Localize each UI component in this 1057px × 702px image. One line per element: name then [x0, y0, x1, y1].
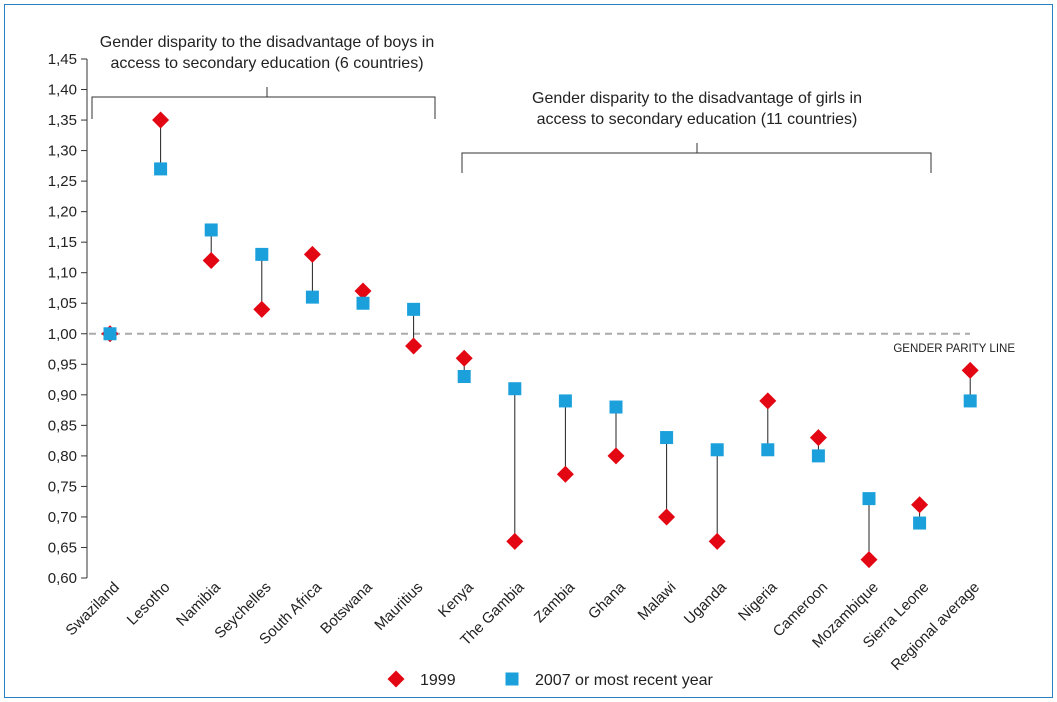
marker-2007 — [508, 382, 522, 396]
marker-2007 — [407, 302, 421, 316]
y-tick-label: 1,15 — [48, 234, 77, 251]
marker-1999 — [961, 361, 979, 379]
marker-2007 — [255, 247, 269, 261]
marker-2007 — [154, 162, 168, 176]
x-tick-label: Malawi — [634, 579, 679, 624]
legend-swatch-1999 — [387, 670, 405, 688]
marker-1999 — [506, 532, 524, 550]
marker-2007 — [609, 400, 623, 414]
y-tick-label: 1,40 — [48, 82, 77, 99]
annotation-label: Gender disparity to the disadvantage of … — [532, 90, 862, 107]
y-tick-label: 1,05 — [48, 295, 77, 312]
legend-label-1999: 1999 — [420, 672, 456, 689]
y-tick-label: 0,80 — [48, 448, 77, 465]
marker-2007 — [913, 516, 927, 530]
marker-1999 — [708, 532, 726, 550]
y-tick-label: 0,60 — [48, 570, 77, 587]
x-tick-label: Lesotho — [124, 579, 174, 629]
marker-1999 — [911, 496, 929, 514]
marker-1999 — [202, 251, 220, 269]
marker-2007 — [761, 443, 775, 457]
marker-1999 — [405, 337, 423, 355]
x-tick-label: Kenya — [435, 578, 478, 621]
annotation-label: Gender disparity to the disadvantage of … — [100, 34, 434, 51]
marker-1999 — [759, 392, 777, 410]
x-tick-label: Namibia — [173, 578, 224, 629]
marker-2007 — [811, 449, 825, 463]
legend: 1999 2007 or most recent year — [387, 670, 714, 689]
y-tick-label: 1,10 — [48, 265, 77, 282]
marker-2007 — [204, 223, 218, 237]
y-tick-label: 0,65 — [48, 539, 77, 556]
y-tick-label: 1,30 — [48, 143, 77, 160]
annotation-label: access to secondary education (6 countri… — [110, 55, 423, 72]
marker-1999 — [607, 447, 625, 465]
y-tick-label: 1,45 — [48, 51, 77, 68]
marker-2007 — [103, 327, 117, 341]
annotation-bracket — [461, 152, 932, 173]
y-tick-label: 1,25 — [48, 173, 77, 190]
y-axis: 0,60 0,65 0,70 0,75 0,80 0,85 0,90 0,95 1,00 1,05… — [48, 51, 88, 587]
x-tick-label: Zambia — [531, 578, 579, 626]
marker-1999 — [303, 245, 321, 263]
marker-2007 — [457, 370, 471, 384]
x-tick-label: Uganda — [681, 578, 731, 628]
y-tick-label: 1,35 — [48, 112, 77, 129]
marker-group — [101, 111, 979, 569]
chart-frame: 0,60 0,65 0,70 0,75 0,80 0,85 0,90 0,95 1,00 1,05… — [4, 4, 1053, 698]
connector-group — [160, 120, 971, 560]
gender-parity-chart: 0,60 0,65 0,70 0,75 0,80 0,85 0,90 0,95 1,00 1,05… — [48, 34, 1016, 689]
x-tick-label: Ghana — [585, 578, 629, 622]
annotation-label: access to secondary education (11 countr… — [537, 111, 858, 128]
y-tick-label: 0,85 — [48, 417, 77, 434]
legend-label-2007: 2007 or most recent year — [535, 672, 714, 689]
y-tick-label: 0,70 — [48, 509, 77, 526]
marker-2007 — [356, 296, 370, 310]
y-tick-label: 0,75 — [48, 478, 77, 495]
marker-1999 — [354, 282, 372, 300]
x-tick-label: Regional average — [888, 579, 983, 674]
annotation-bracket — [91, 96, 436, 119]
marker-1999 — [658, 508, 676, 526]
x-tick-label: Nigeria — [735, 578, 781, 624]
y-tick-label: 1,20 — [48, 204, 77, 221]
annotation-group: Gender disparity to the disadvantage of … — [91, 34, 932, 173]
marker-2007 — [660, 431, 674, 445]
marker-1999 — [455, 349, 473, 367]
y-tick-label: 0,90 — [48, 387, 77, 404]
marker-1999 — [253, 300, 271, 318]
parity-line-group: GENDER PARITY LINE — [89, 332, 1015, 355]
x-tick-label: Swaziland — [62, 579, 122, 639]
marker-2007 — [558, 394, 572, 408]
gender-parity-label: GENDER PARITY LINE — [893, 343, 1015, 355]
marker-2007 — [710, 443, 724, 457]
y-tick-label: 1,00 — [48, 326, 77, 343]
marker-2007 — [305, 290, 319, 304]
marker-1999 — [556, 465, 574, 483]
marker-2007 — [862, 492, 876, 506]
x-tick-label: Botswana — [317, 578, 376, 637]
marker-1999 — [152, 111, 170, 129]
legend-swatch-2007 — [505, 672, 519, 686]
y-tick-label: 0,95 — [48, 356, 77, 373]
marker-1999 — [860, 551, 878, 569]
marker-1999 — [809, 429, 827, 447]
x-tick-label: Mauritius — [371, 579, 426, 634]
marker-2007 — [963, 394, 977, 408]
